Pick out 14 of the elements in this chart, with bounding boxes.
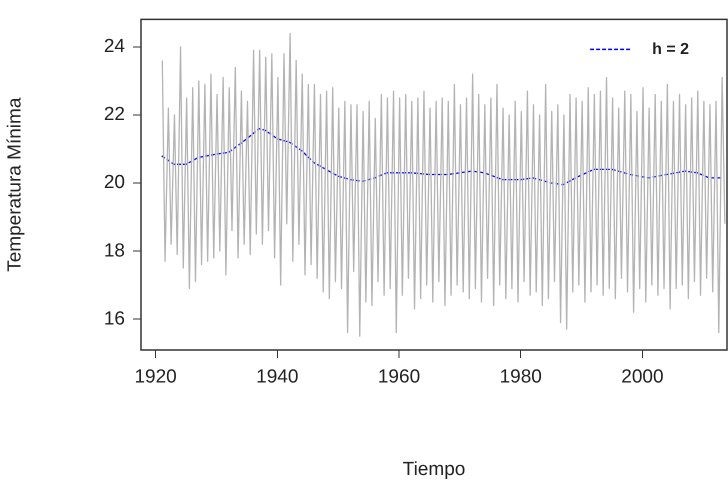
y-tick-label: 20 [104,172,125,194]
x-axis-title: Tiempo [402,458,466,480]
y-tick-label: 18 [104,240,125,262]
legend-label: h = 2 [652,40,690,58]
y-tick-label: 24 [104,36,126,58]
y-axis-title: Temperatura Mínima [4,97,26,272]
x-tick-label: 1920 [134,366,177,388]
x-tick-label: 2000 [621,366,664,388]
x-tick-label: 1940 [256,366,298,388]
y-tick-label: 22 [104,104,125,126]
x-tick-label: 1960 [378,366,420,388]
x-tick-label: 1980 [500,366,542,388]
y-tick-label: 16 [104,308,125,330]
line-series [161,128,722,186]
